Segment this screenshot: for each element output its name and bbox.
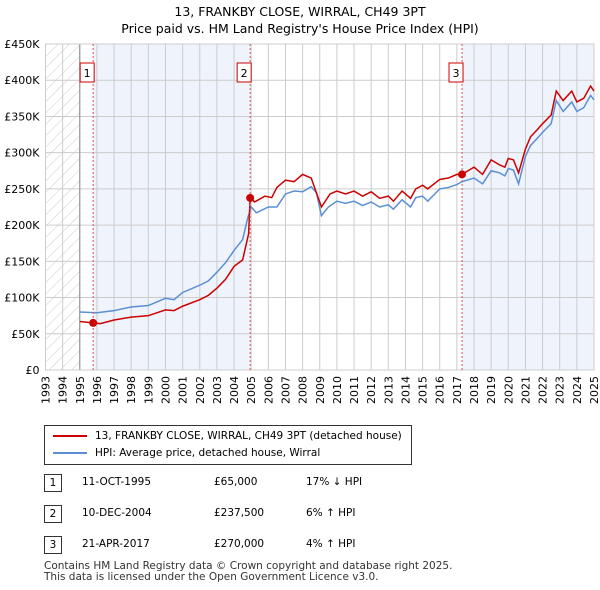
x-tick-label: 1999 [142,376,155,404]
x-tick-label: 2006 [262,376,275,404]
y-tick-label: £350K [4,110,40,123]
sale-date: 11-OCT-1995 [82,476,151,488]
x-tick-label: 1995 [74,376,87,404]
sale-date: 21-APR-2017 [82,538,150,550]
x-tick-label: 2010 [331,376,344,404]
sale-label-box [448,62,464,83]
x-tick-label: 2001 [177,376,190,404]
sale-label: 3 [453,67,460,80]
legend-item-property: 13, FRANKBY CLOSE, WIRRAL, CH49 3PT (det… [53,430,402,442]
sale-number: 2 [44,505,62,523]
x-tick-label: 2002 [194,376,207,404]
x-tick-label: 1996 [91,376,104,404]
sale-price: £270,000 [214,538,265,550]
x-tick-label: 1997 [108,376,121,404]
y-tick-label: £400K [4,74,40,87]
sale-label-box [79,62,95,83]
y-tick-label: £450K [4,38,40,51]
x-tick-label: 2014 [399,376,412,404]
sale-number: 1 [44,474,62,492]
chart-title: 13, FRANKBY CLOSE, WIRRAL, CH49 3PT [174,4,426,19]
x-tick-label: 1993 [40,376,53,404]
y-tick-label: £250K [4,183,40,196]
sale-point [458,170,467,179]
sale-point [89,318,98,327]
price-paid-line [79,84,595,325]
sale-number: 3 [44,536,62,554]
footer: Contains HM Land Registry data © Crown c… [44,560,453,583]
sale-hpi-diff: 6% ↑ HPI [306,507,356,519]
y-tick-label: £100K [4,292,40,305]
hpi-line [79,94,595,314]
y-tick-label: £200K [4,219,40,232]
x-tick-label: 2015 [417,376,430,404]
sale-label-box [236,62,252,83]
sale-date: 10-DEC-2004 [82,507,152,519]
x-tick-label: 2000 [159,376,172,404]
x-tick-label: 2009 [314,376,327,404]
sale-price: £237,500 [214,507,265,519]
sale-price: £65,000 [214,476,258,488]
y-tick-label: £50K [11,328,40,341]
x-tick-label: 2011 [348,376,361,404]
x-tick-label: 2013 [382,376,395,404]
x-tick-label: 1994 [57,376,70,404]
sale-hpi-diff: 17% ↓ HPI [306,476,363,488]
legend-item-hpi: HPI: Average price, detached house, Wirr… [53,447,320,459]
shaded-period [462,44,594,370]
shaded-period [93,44,251,370]
x-tick-label: 2017 [451,376,464,404]
sale-label: 1 [84,67,91,80]
x-tick-label: 2003 [211,376,224,404]
x-tick-label: 2020 [502,376,515,404]
price-chart: 1993 1994 1995 1996 1997 1998 1999 2000 2001 2002… [4,38,600,404]
sale-hpi-diff: 4% ↑ HPI [306,538,356,550]
x-tick-label: 2016 [434,376,447,404]
sale-point [246,193,255,202]
x-tick-label: 2008 [297,376,310,404]
x-tick-label: 2004 [228,376,241,404]
sale-label: 2 [241,67,248,80]
x-tick-label: 2024 [571,376,584,404]
x-tick-label: 2023 [554,376,567,404]
y-tick-label: £0 [26,364,40,377]
x-tick-label: 2021 [519,376,532,404]
x-tick-label: 1998 [125,376,138,404]
legend: 13, FRANKBY CLOSE, WIRRAL, CH49 3PT (det… [44,425,412,465]
x-tick-label: 2007 [279,376,292,404]
x-tick-label: 2019 [485,376,498,404]
chart-subtitle: Price paid vs. HM Land Registry's House … [121,21,479,36]
y-tick-label: £150K [4,255,40,268]
x-tick-label: 2025 [588,376,600,404]
plot-border [45,43,595,371]
x-tick-label: 2005 [245,376,258,404]
x-tick-label: 2018 [468,376,481,404]
x-tick-label: 2012 [365,376,378,404]
y-tick-label: £300K [4,147,40,160]
x-tick-label: 2022 [537,376,550,404]
